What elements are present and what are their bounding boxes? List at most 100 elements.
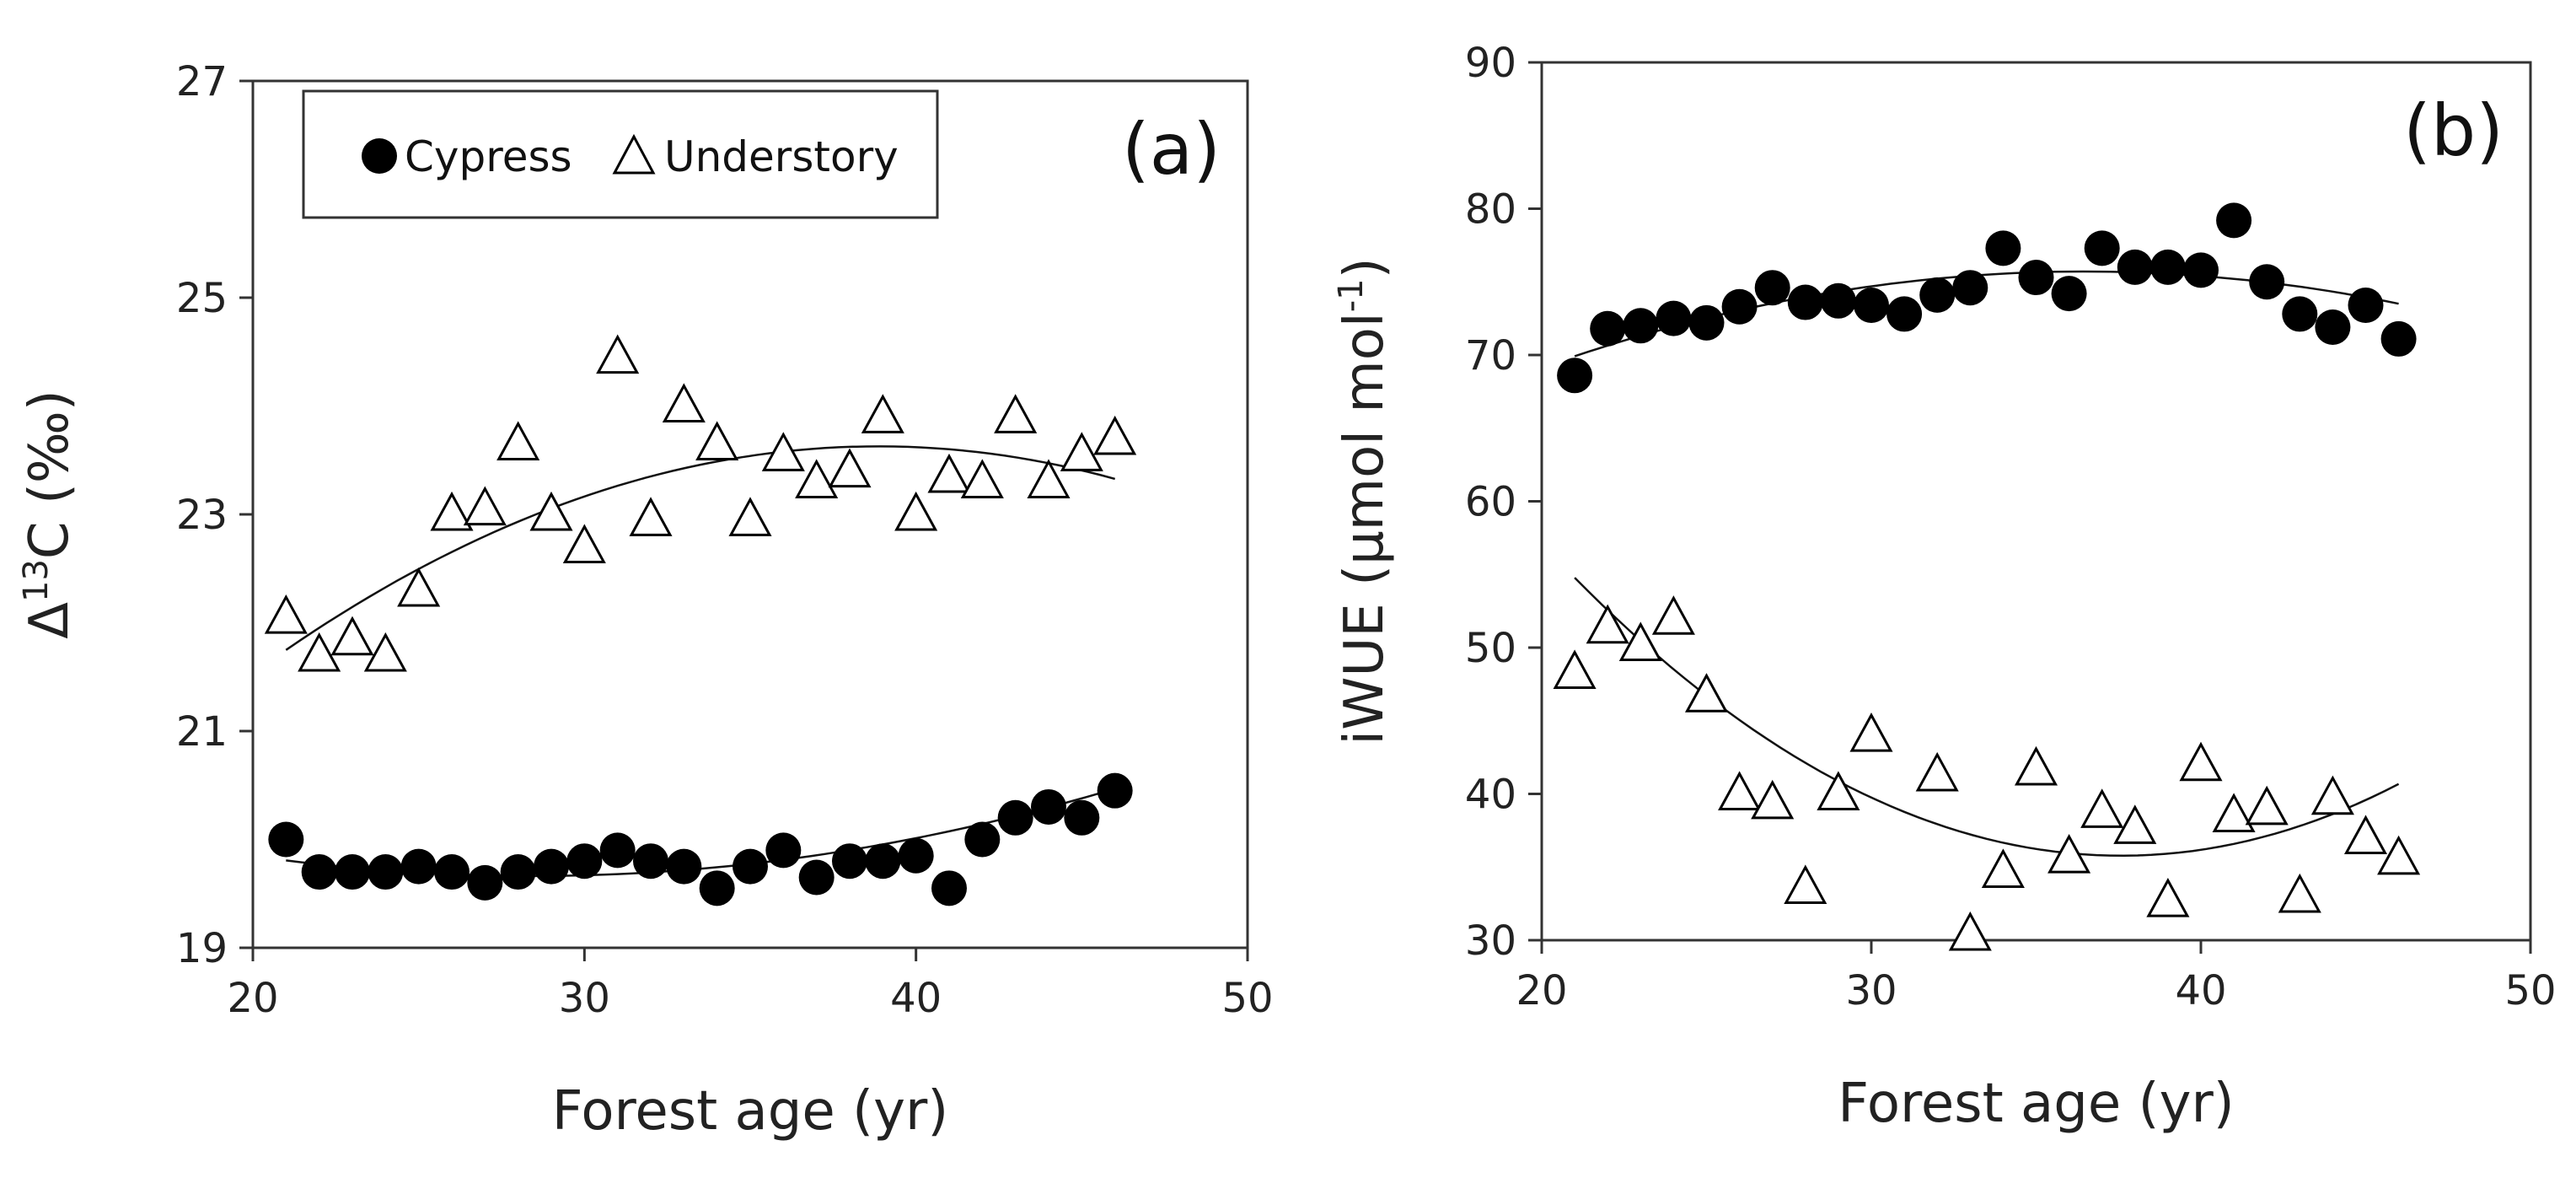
legend-circle-marker <box>362 138 397 174</box>
y-axis-label-sup: -1 <box>1332 278 1371 312</box>
x-tick-label: 20 <box>227 975 278 1022</box>
data-point-triangle <box>1915 751 1959 792</box>
data-point-triangle <box>1618 621 1662 662</box>
y-tick-label: 70 <box>1465 332 1516 379</box>
data-point-triangle <box>894 491 938 531</box>
data-point-triangle <box>298 632 341 672</box>
data-point-triangle <box>496 421 540 460</box>
data-point-circle <box>534 848 569 885</box>
data-point-circle <box>1557 358 1593 394</box>
series-understory <box>1553 577 2421 951</box>
data-point-circle <box>2051 276 2087 312</box>
data-point-circle <box>1886 296 1923 332</box>
data-point-triangle <box>695 421 739 460</box>
data-point-triangle <box>264 594 308 634</box>
data-point-circle <box>2117 249 2153 285</box>
data-point-circle <box>2282 296 2318 332</box>
series-cypress <box>268 772 1133 906</box>
data-point-circle <box>2149 249 2186 285</box>
x-tick-label: 50 <box>1221 975 1273 1022</box>
data-point-circle <box>964 821 1001 858</box>
data-point-circle <box>832 843 867 879</box>
data-point-circle <box>500 854 536 890</box>
y-tick-label: 27 <box>176 58 228 105</box>
data-point-circle <box>599 832 636 869</box>
data-point-triangle <box>927 453 971 493</box>
data-point-triangle <box>2113 804 2157 844</box>
data-point-triangle <box>828 448 872 488</box>
data-point-triangle <box>596 334 640 374</box>
data-point-circle <box>865 843 901 879</box>
data-point-circle <box>301 854 337 890</box>
data-point-circle <box>1952 270 1988 306</box>
y-axis-label: Δ13C (‰) <box>17 390 81 639</box>
data-point-circle <box>2216 202 2252 239</box>
data-point-triangle <box>728 497 772 536</box>
x-tick-label: 50 <box>2504 967 2556 1014</box>
data-point-circle <box>1820 282 1856 319</box>
data-point-triangle <box>529 491 573 531</box>
data-point-circle <box>1854 288 1889 324</box>
data-point-circle <box>898 837 934 874</box>
data-point-triangle <box>2245 785 2289 826</box>
y-tick-label: 60 <box>1465 479 1516 526</box>
y-tick-label: 80 <box>1465 186 1516 234</box>
data-point-triangle <box>2278 873 2321 913</box>
data-point-triangle <box>1784 864 1827 905</box>
data-point-circle <box>268 821 304 858</box>
data-point-triangle <box>2047 833 2091 874</box>
data-point-triangle <box>562 524 606 564</box>
data-point-triangle <box>1981 848 2025 888</box>
data-point-circle <box>1919 277 1956 313</box>
data-point-circle <box>1097 772 1133 809</box>
panel-label: (a) <box>1122 108 1221 191</box>
data-point-circle <box>1064 799 1100 836</box>
data-point-triangle <box>861 394 904 433</box>
data-point-triangle <box>1684 673 1729 713</box>
y-tick-label: 40 <box>1465 772 1516 819</box>
data-point-triangle <box>1060 432 1103 471</box>
data-point-circle <box>1754 270 1790 306</box>
data-point-triangle <box>2310 775 2354 815</box>
data-point-circle <box>997 799 1033 836</box>
legend-label-understory: Understory <box>664 132 899 181</box>
y-tick-label: 19 <box>176 925 228 972</box>
legend-label-cypress: Cypress <box>405 132 572 181</box>
y-tick-label: 21 <box>176 708 228 756</box>
data-point-circle <box>699 870 735 906</box>
data-point-circle <box>1623 308 1659 344</box>
data-point-triangle <box>2179 741 2223 782</box>
data-point-triangle <box>994 394 1038 433</box>
data-point-circle <box>368 854 404 890</box>
y-axis-label-suffix: ) <box>1334 257 1396 278</box>
x-axis-label: Forest age (yr) <box>552 1080 948 1143</box>
data-point-circle <box>931 870 967 906</box>
series-understory <box>264 334 1137 672</box>
data-point-triangle <box>1586 604 1629 644</box>
data-point-triangle <box>662 383 706 422</box>
data-point-triangle <box>397 567 441 607</box>
data-point-triangle <box>1817 771 1860 810</box>
trend-line-understory <box>285 445 1116 651</box>
data-point-triangle <box>2377 835 2421 875</box>
series-cypress <box>1557 202 2417 394</box>
data-point-triangle <box>1093 415 1137 455</box>
data-point-circle <box>434 854 470 890</box>
data-point-triangle <box>795 459 839 498</box>
data-point-circle <box>1590 310 1626 347</box>
data-point-triangle <box>1651 595 1695 635</box>
data-point-triangle <box>2343 815 2388 855</box>
legend-box <box>302 89 939 219</box>
data-point-circle <box>1031 788 1066 825</box>
y-tick-label: 30 <box>1465 917 1516 965</box>
data-point-triangle <box>1027 459 1071 498</box>
data-point-triangle <box>1553 649 1597 689</box>
data-point-circle <box>1656 300 1692 336</box>
data-point-circle <box>2018 260 2054 296</box>
y-axis-label-prefix: Δ <box>19 602 81 639</box>
y-axis-label-suffix: C (‰) <box>19 390 81 559</box>
data-point-triangle <box>463 486 507 526</box>
data-point-circle <box>733 848 768 885</box>
data-point-circle <box>2084 230 2120 266</box>
x-tick-label: 40 <box>2175 967 2226 1014</box>
